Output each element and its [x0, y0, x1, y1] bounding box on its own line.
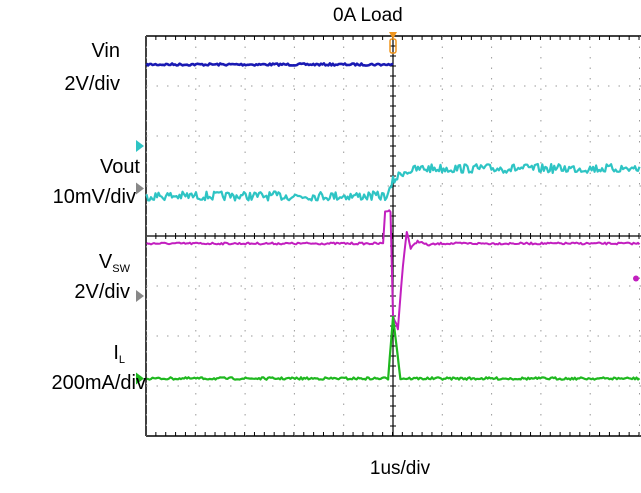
trace-il: [146, 315, 641, 381]
trace-vout: [145, 162, 641, 202]
vsw-label: VSW: [98, 251, 130, 275]
il-scale-label: 200mA/div: [51, 372, 147, 394]
trigger-marker-box: [389, 38, 397, 54]
chart-title-text: 0A Load: [333, 5, 403, 26]
traces: [145, 62, 641, 381]
vin-label: Vin: [91, 40, 120, 62]
trigger-position-marker: [389, 32, 397, 39]
il-label: IL: [113, 342, 125, 366]
vout-label: Vout: [99, 156, 140, 178]
vout-level-marker: [136, 182, 144, 195]
vsw-scale-label: 2V/div: [74, 281, 130, 303]
vin-scale-label: 2V/div: [64, 73, 120, 95]
trace-vin: [145, 62, 394, 67]
channel-markers: [136, 32, 639, 385]
vsw-level-marker: [136, 290, 144, 302]
vout-ref-marker: [136, 140, 144, 152]
il-level-marker: [136, 372, 144, 385]
graticule: [145, 35, 641, 437]
vsw-right-marker: [633, 275, 639, 282]
timebase-label: 1us/div: [369, 458, 431, 479]
vout-scale-label: 10mV/div: [52, 186, 136, 208]
